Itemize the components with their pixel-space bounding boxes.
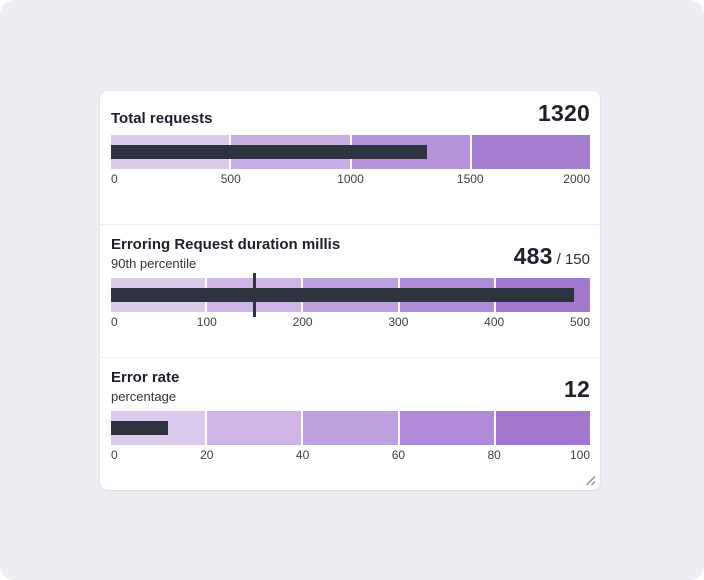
- axis-tick-label: 500: [220, 172, 241, 186]
- bullet-chart: [111, 135, 590, 169]
- metric-value-group: 1320: [538, 101, 590, 129]
- metric-target-value: / 150: [556, 251, 590, 268]
- axis-labels: 0 100 200 300 400 500: [111, 315, 590, 330]
- axis-tick-label: 300: [388, 315, 409, 329]
- measure-bar: [111, 145, 428, 159]
- axis-tick-label: 0: [111, 172, 118, 186]
- metric-value-group: 483/ 150: [514, 244, 590, 272]
- metric-titles: Total requests: [111, 109, 212, 129]
- axis-tick-label: 400: [484, 315, 505, 329]
- axis-tick-label: 60: [391, 448, 406, 462]
- metric-header: Error rate percentage 12: [111, 368, 590, 405]
- axis-tick-label: 20: [200, 448, 214, 462]
- measure-bar: [111, 421, 169, 435]
- axis-tick-label: 0: [111, 315, 118, 329]
- axis-tick-label: 0: [111, 448, 118, 462]
- metric-value-group: 12: [564, 377, 590, 405]
- bullet-band-4: [399, 411, 494, 445]
- resize-handle-icon[interactable]: [585, 475, 596, 486]
- metric-titles: Error rate percentage: [111, 368, 179, 405]
- axis-tick-label: 2000: [563, 172, 590, 186]
- axis-tick-label: 100: [196, 315, 217, 329]
- axis-tick-label: 80: [487, 448, 501, 462]
- axis-tick-label: 100: [569, 448, 590, 462]
- axis-labels: 0 20 40 60 80 100: [111, 448, 590, 463]
- metric-header: Total requests 1320: [111, 101, 590, 129]
- metric-value: 483: [513, 243, 553, 269]
- bullet-band-5: [495, 411, 591, 445]
- metric-value: 12: [564, 376, 590, 402]
- metric-section-total-requests: Total requests 1320 0 500 1000 1500 2000: [100, 91, 600, 224]
- metric-subtitle: 90th percentile: [111, 256, 197, 271]
- axis-tick-label: 500: [569, 315, 590, 329]
- metric-value: 1320: [538, 100, 590, 126]
- metric-titles: Erroring Request duration millis 90th per…: [111, 235, 340, 272]
- metric-section-error-rate: Error rate percentage 12 0 20 40 60 80 100: [100, 357, 600, 490]
- bullet-band-3: [303, 411, 398, 445]
- metrics-card: Total requests 1320 0 500 1000 1500 2000 Errori…: [100, 91, 600, 490]
- bullet-band-2: [207, 411, 302, 445]
- metric-title: Total requests: [111, 110, 213, 127]
- axis-tick-label: 200: [292, 315, 313, 329]
- metric-section-erroring-request-duration-millis: Erroring Request duration millis 90th per…: [100, 224, 600, 357]
- metric-title: Error rate: [111, 369, 180, 386]
- metric-header: Erroring Request duration millis 90th per…: [111, 235, 590, 272]
- axis-tick-label: 1500: [456, 172, 484, 186]
- axis-tick-label: 1000: [337, 172, 364, 186]
- axis-labels: 0 500 1000 1500 2000: [111, 172, 590, 187]
- target-marker: [253, 273, 257, 317]
- bullet-bands: [111, 411, 591, 445]
- axis-tick-label: 40: [295, 448, 310, 462]
- bullet-chart: [111, 411, 591, 445]
- bullet-chart: [111, 273, 591, 317]
- measure-bar: [111, 288, 574, 302]
- metric-title: Erroring Request duration millis: [111, 236, 341, 253]
- bullet-band-4: [471, 135, 590, 169]
- metric-subtitle: percentage: [111, 389, 177, 404]
